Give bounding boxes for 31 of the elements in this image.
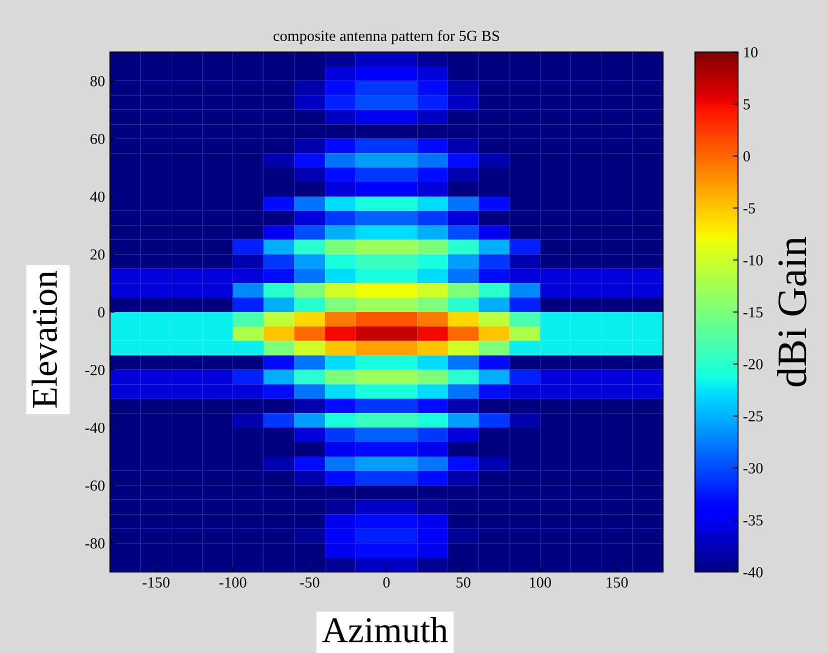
x-tick-label: 0: [383, 577, 390, 588]
x-tick-label: 150: [606, 577, 628, 588]
color-bar-label: -35: [743, 515, 763, 526]
color-bar-label: 5: [744, 99, 750, 110]
color-bar-label: 0: [743, 151, 750, 162]
x-tick-label: -150: [142, 577, 170, 588]
color-bar-label: -40: [743, 567, 763, 578]
chart-title: composite antenna pattern for 5G BS: [274, 30, 500, 44]
color-bar-label: -25: [743, 411, 763, 422]
x-tick-label: 50: [456, 577, 470, 588]
x-tick-label: 100: [530, 577, 551, 588]
y-tick-label: 0: [98, 307, 105, 318]
y-tick-label: 60: [90, 134, 105, 144]
color-bar-label: -10: [743, 255, 763, 266]
color-bar-label: -30: [743, 463, 763, 474]
x-axis-title: Azimuth: [322, 617, 448, 642]
x-tick-label: -50: [300, 577, 320, 588]
x-tick-label: -100: [219, 577, 246, 588]
color-bar-label: -15: [743, 307, 763, 318]
color-bar-title: dBi Gain: [777, 236, 806, 386]
y-tick-label: -80: [85, 538, 105, 549]
y-tick-label: 80: [90, 76, 105, 86]
y-tick-label: 20: [90, 249, 105, 260]
color-bar-label: 10: [744, 47, 758, 58]
y-tick-label: -20: [85, 364, 105, 376]
y-axis-title: Elevation: [32, 270, 58, 408]
y-tick-label: 40: [90, 192, 105, 202]
color-bar-label: -5: [743, 203, 755, 214]
y-tick-label: -40: [85, 422, 105, 434]
y-tick-label: -60: [85, 480, 105, 491]
color-bar-label: -20: [743, 359, 763, 370]
